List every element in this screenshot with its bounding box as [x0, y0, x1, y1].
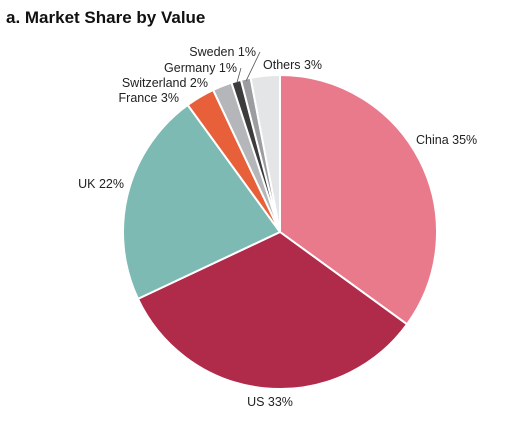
pie-slice-uk: [122, 103, 282, 301]
slice-label-sweden: Sweden 1%: [189, 45, 256, 59]
slice-label-others: Others 3%: [263, 58, 322, 72]
slice-label-uk: UK 22%: [78, 177, 124, 191]
slice-label-germany: Germany 1%: [164, 61, 237, 75]
slice-label-switzerland: Switzerland 2%: [122, 76, 208, 90]
leader-lines: [236, 51, 261, 84]
slice-label-us: US 33%: [247, 395, 293, 409]
slice-label-china: China 35%: [416, 133, 477, 147]
leader-line-germany: [236, 67, 242, 84]
pie-slice-others: [249, 73, 281, 233]
pie-slices: [122, 73, 438, 390]
pie-slice-china: [279, 73, 438, 326]
slice-labels: China 35% US 33% UK 22% France 3%Switzerlan…: [78, 45, 477, 409]
pie-slice-us: [136, 230, 409, 390]
chart-title: a. Market Share by Value: [6, 8, 206, 27]
leader-line-sweden: [245, 51, 261, 81]
slice-label-france: France 3%: [119, 91, 179, 105]
